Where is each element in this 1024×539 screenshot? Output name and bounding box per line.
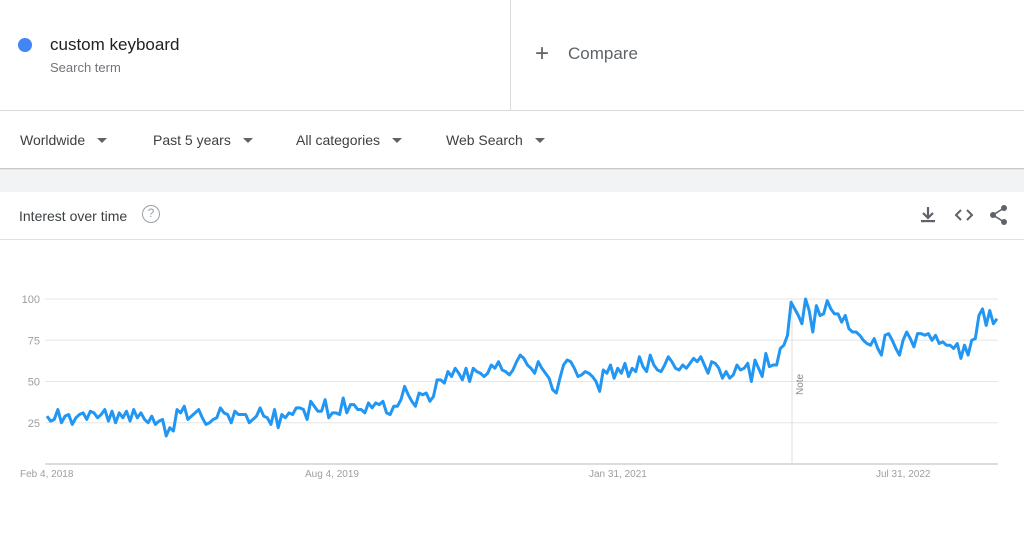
y-tick-label: 75 bbox=[28, 335, 40, 347]
time-range-label: Past 5 years bbox=[153, 132, 231, 148]
caret-down-icon bbox=[97, 137, 108, 143]
search-term-name[interactable]: custom keyboard bbox=[50, 35, 180, 54]
series-color-dot bbox=[18, 38, 32, 52]
region-dropdown[interactable]: Worldwide bbox=[20, 132, 108, 148]
search-terms-header: custom keyboard Search term + Compare bbox=[0, 0, 1024, 111]
compare-label: Compare bbox=[568, 44, 638, 63]
search-term-subtitle: Search term bbox=[50, 60, 121, 75]
card-title: Interest over time bbox=[19, 208, 128, 224]
note-label: Note bbox=[795, 373, 806, 395]
caret-down-icon bbox=[534, 137, 545, 143]
interest-over-time-card: 25 50 75 100 Feb 4, 2018 Aug 4, 2019 Jan 31, 2… bbox=[0, 192, 1024, 492]
x-tick-label: Aug 4, 2019 bbox=[305, 469, 359, 480]
x-tick-label: Jul 31, 2022 bbox=[876, 469, 931, 480]
search-type-dropdown[interactable]: Web Search bbox=[446, 132, 545, 148]
category-dropdown[interactable]: All categories bbox=[296, 132, 403, 148]
y-tick-label: 50 bbox=[28, 377, 40, 389]
compare-button[interactable]: + Compare bbox=[535, 40, 638, 67]
caret-down-icon bbox=[392, 137, 403, 143]
interest-line-chart: 25 50 75 100 Feb 4, 2018 Aug 4, 2019 Jan 31, 2… bbox=[20, 294, 999, 480]
x-tick-label: Jan 31, 2021 bbox=[589, 469, 647, 480]
share-icon[interactable] bbox=[989, 204, 1009, 226]
y-tick-label: 100 bbox=[22, 294, 40, 306]
time-range-dropdown[interactable]: Past 5 years bbox=[153, 132, 253, 148]
search-term-card[interactable]: custom keyboard Search term bbox=[0, 0, 511, 111]
caret-down-icon bbox=[242, 137, 253, 143]
download-icon[interactable] bbox=[918, 204, 938, 226]
separator-band bbox=[0, 170, 1024, 192]
filter-bar: Worldwide Past 5 years All categories We… bbox=[0, 111, 1024, 169]
x-tick-label: Feb 4, 2018 bbox=[20, 469, 74, 480]
y-tick-label: 25 bbox=[28, 418, 40, 430]
category-label: All categories bbox=[296, 132, 381, 148]
search-type-label: Web Search bbox=[446, 132, 523, 148]
region-label: Worldwide bbox=[20, 132, 86, 148]
plus-icon: + bbox=[535, 40, 550, 67]
help-icon[interactable]: ? bbox=[142, 205, 160, 223]
card-header: Interest over time ? bbox=[0, 192, 1024, 240]
embed-icon[interactable] bbox=[954, 204, 974, 226]
series-line bbox=[45, 297, 999, 438]
